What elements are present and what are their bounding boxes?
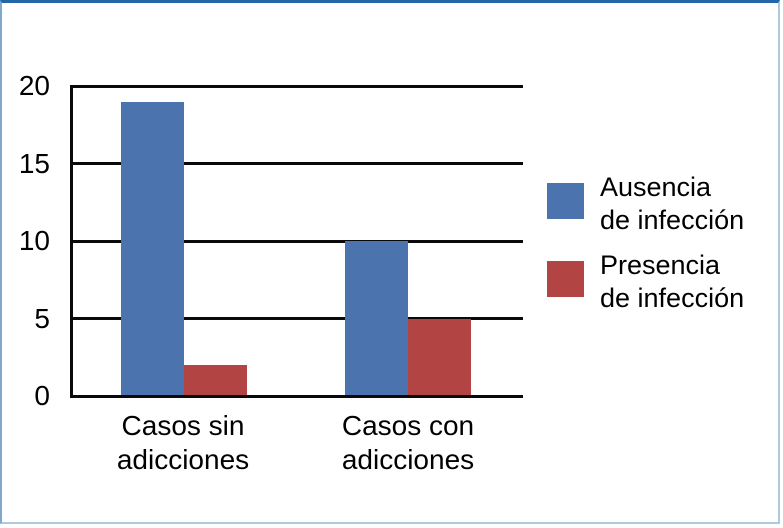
legend: Ausencia de infección Presencia de infec…: [547, 171, 744, 315]
legend-label-line: Presencia: [600, 250, 721, 280]
gridline: [70, 317, 523, 320]
x-label-line: Casos con: [341, 410, 475, 441]
y-tick-label: 10: [18, 225, 50, 256]
y-tick-label: 0: [34, 380, 50, 411]
legend-label-presencia: Presencia de infección: [600, 249, 744, 315]
y-tick-label: 5: [34, 302, 50, 334]
legend-item-ausencia: Ausencia de infección: [547, 171, 744, 237]
legend-swatch-presencia: [547, 261, 584, 297]
legend-item-presencia: Presencia de infección: [547, 249, 744, 315]
legend-label-line: de infección: [600, 283, 745, 313]
bar-presencia-casos-sin-adicciones: [184, 365, 247, 396]
x-category-label-casos-sin: Casos sin adicciones: [70, 409, 296, 477]
y-tick-label: 15: [18, 147, 50, 179]
legend-label-line: Ausencia: [600, 172, 712, 202]
bar-presencia-casos-con-adicciones: [408, 318, 471, 396]
gridline: [70, 162, 523, 165]
plot-area: [70, 84, 523, 398]
legend-swatch-ausencia: [547, 183, 584, 219]
bar-ausencia-casos-con-adicciones: [345, 241, 408, 396]
bar-ausencia-casos-sin-adicciones: [121, 101, 184, 396]
y-axis-labels: 0 5 10 15 20: [2, 70, 60, 411]
x-category-label-casos-con: Casos con adicciones: [295, 409, 521, 477]
legend-label-ausencia: Ausencia de infección: [600, 171, 744, 237]
gridline: [70, 239, 523, 243]
x-label-line: adicciones: [116, 444, 250, 475]
x-axis-line: [70, 394, 523, 398]
y-tick-label: 20: [18, 70, 50, 101]
x-label-line: adicciones: [341, 444, 475, 475]
gridline: [70, 84, 523, 88]
legend-label-line: de infección: [600, 205, 745, 235]
x-label-line: Casos sin: [121, 410, 245, 441]
